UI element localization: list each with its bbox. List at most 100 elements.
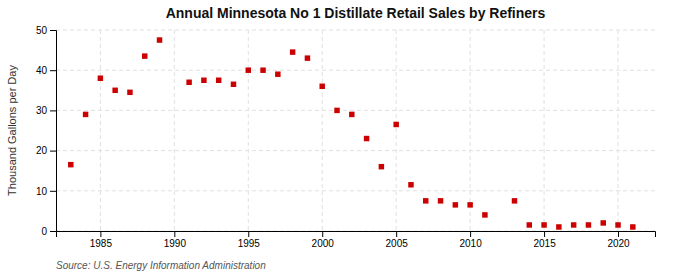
tick-label: 2020 [607,238,630,249]
y-axis-title: Thousand Gallons per Day [6,65,18,196]
grid [56,30,655,231]
point [512,198,517,203]
point [600,220,605,225]
tick-mark [544,231,545,237]
tick: 1995 [238,231,261,249]
point [379,164,384,169]
grid-line-x [100,30,101,231]
point [246,67,251,72]
tick-label: 1995 [238,238,261,249]
point [127,90,132,95]
tick: 10 [36,186,56,197]
points [68,37,636,229]
point [556,224,561,229]
point [157,37,162,42]
tick-mark [396,231,397,237]
point [482,212,487,217]
tick-mark [322,231,323,237]
grid-line-x [248,30,249,231]
title: Annual Minnesota No 1 Distillate Retail … [166,5,546,21]
tick-mark [248,231,249,237]
point [571,222,576,227]
tick-mark [50,70,56,71]
point [201,78,206,83]
tick: 1990 [164,231,187,249]
x-axis: 1985 1990 1995 2000 2005 2010 2015 2020 [57,231,656,249]
tick-label: 30 [36,105,48,116]
tick: 50 [36,25,56,36]
tick-label: 1990 [164,238,187,249]
tick-mark [50,231,56,232]
tick: 20 [36,145,56,156]
tick-label: 2005 [386,238,409,249]
grid-line-x [174,30,175,231]
point [290,49,295,54]
point [586,222,591,227]
point [408,182,413,187]
tick-label: 2010 [459,238,482,249]
tick: 2015 [533,231,556,249]
point [527,222,532,227]
grid-line-x [322,30,323,231]
point [334,108,339,113]
tick-label: 20 [36,145,48,156]
point [216,78,221,83]
point [541,222,546,227]
point [349,112,354,117]
tick: 0 [41,226,56,237]
axis-line [57,232,656,238]
point [186,80,191,85]
tick-label: 2015 [533,238,556,249]
tick: 40 [36,65,56,76]
point [83,112,88,117]
tick-mark [470,231,471,237]
tick: 2010 [459,231,482,249]
tick-mark [50,30,56,31]
grid-line-x [470,30,471,231]
grid-line-y [56,150,655,151]
point [305,55,310,60]
tick-mark [100,231,101,237]
grid-line-y [56,190,655,191]
point [142,53,147,58]
tick-mark [50,191,56,192]
tick-mark [174,231,175,237]
grid-line-x [618,30,619,231]
tick-label: 2000 [312,238,335,249]
tick: 1985 [90,231,113,249]
point [615,222,620,227]
point [364,136,369,141]
tick: 2000 [312,231,335,249]
tick-label: 1985 [90,238,113,249]
tick-label: 10 [36,186,48,197]
grid-line-x [544,30,545,231]
tick-label: 40 [36,65,48,76]
tick-mark [50,151,56,152]
point [98,76,103,81]
point [438,198,443,203]
point [453,202,458,207]
y-axis: 0 10 20 30 40 50 [36,25,57,237]
tick-label: 0 [41,226,47,237]
tick-label: 50 [36,25,48,36]
grid-line-y [56,30,655,31]
point [393,122,398,127]
point [275,71,280,76]
chart: 1985 1990 1995 2000 2005 2010 2015 2020 0 10 20 30 4… [0,0,675,275]
tick-mark [618,231,619,237]
tick-mark [50,110,56,111]
axis-line [50,31,57,232]
point [112,88,117,93]
plot-area: 1985 1990 1995 2000 2005 2010 2015 2020 0 10 20 30 4… [36,25,656,249]
point [319,84,324,89]
tick: 2020 [607,231,630,249]
grid-line-x [396,30,397,231]
grid-line-y [56,70,655,71]
point [231,82,236,87]
tick: 30 [36,105,56,116]
point [260,67,265,72]
point [630,224,635,229]
tick: 2005 [386,231,409,249]
annotation: Source: U.S. Energy Information Administ… [56,260,266,271]
grid-line-y [56,110,655,111]
